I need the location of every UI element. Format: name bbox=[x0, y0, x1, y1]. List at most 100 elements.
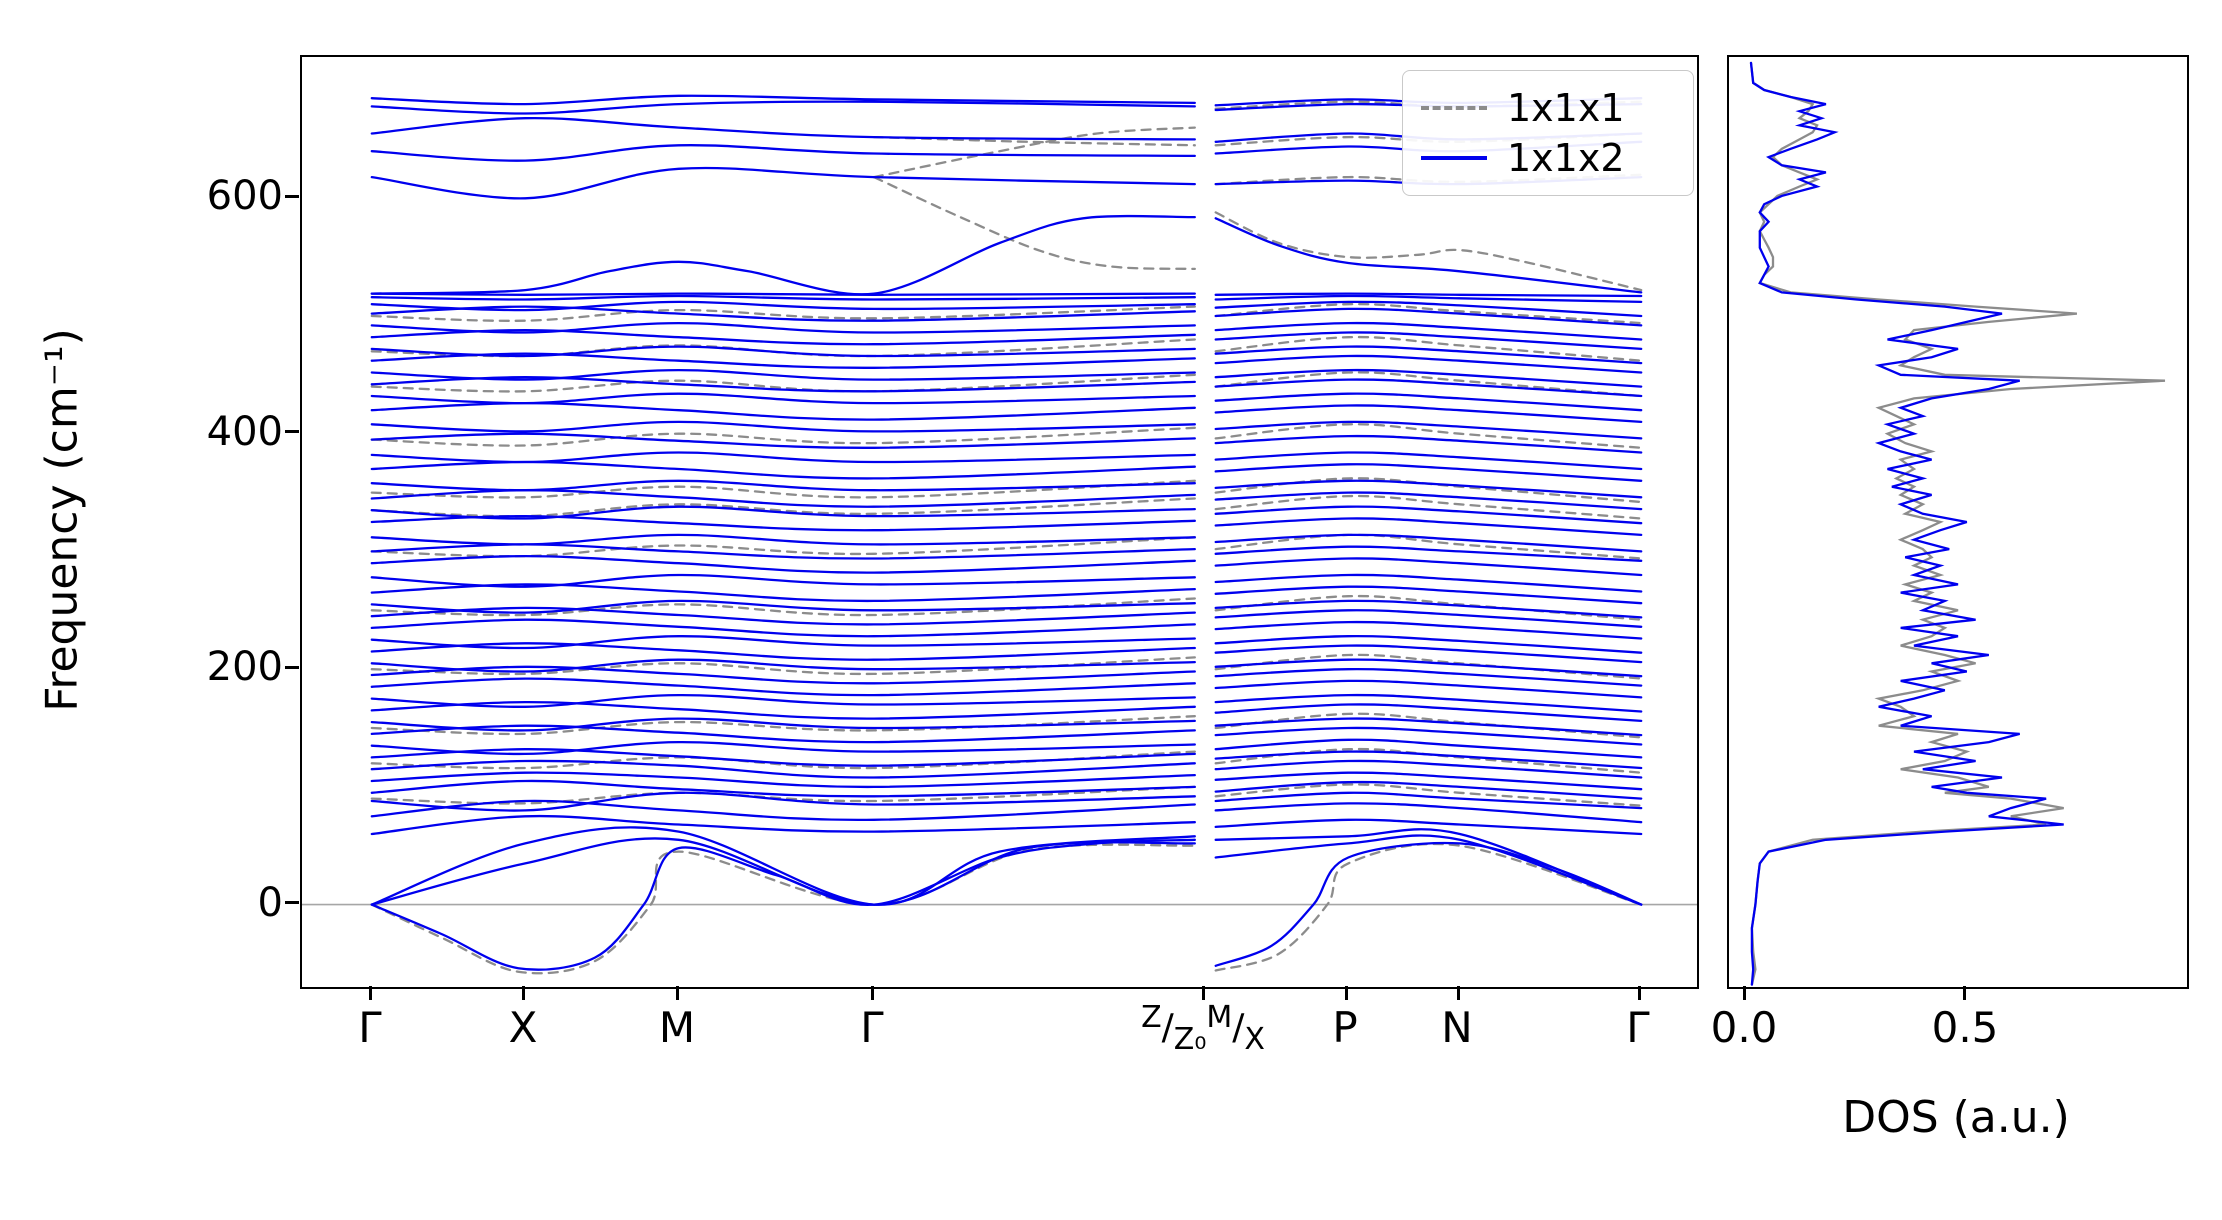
solid-line-sample bbox=[1421, 156, 1487, 160]
legend: 1x1x1 1x1x2 bbox=[1402, 70, 1694, 196]
band-line-1x1x2 bbox=[1214, 217, 1643, 294]
k-break-sub-z0: Z₀ bbox=[1173, 1022, 1207, 1057]
y-tick-mark bbox=[285, 195, 299, 198]
band-line-1x1x2 bbox=[370, 759, 1196, 779]
band-line-1x1x2 bbox=[1214, 717, 1643, 737]
band-line-1x1x2 bbox=[1214, 679, 1643, 699]
band-line-1x1x2 bbox=[370, 837, 1196, 906]
band-line-1x1x2 bbox=[1214, 599, 1643, 619]
band-line-1x1x2 bbox=[1214, 585, 1643, 605]
band-line-1x1x2 bbox=[1214, 573, 1643, 593]
band-line-1x1x2 bbox=[370, 665, 1196, 685]
band-line-1x1x2 bbox=[370, 814, 1196, 836]
band-line-1x1x2 bbox=[370, 479, 1196, 492]
band-line-1x1x1 bbox=[370, 843, 1196, 975]
band-line-1x1x2 bbox=[370, 838, 1196, 971]
band-line-1x1x2 bbox=[1214, 658, 1643, 678]
k-tick-label-m: M bbox=[658, 1003, 696, 1052]
band-line-1x1x2 bbox=[370, 740, 1196, 756]
y-tick-mark bbox=[285, 901, 299, 904]
band-line-1x1x2 bbox=[370, 693, 1196, 708]
band-line-1x1x2 bbox=[370, 799, 1196, 822]
dos-tick-mark bbox=[1963, 986, 1966, 1000]
band-line-1x1x1 bbox=[1214, 783, 1643, 807]
legend-label: 1x1x1 bbox=[1507, 86, 1625, 130]
legend-label: 1x1x2 bbox=[1507, 136, 1625, 180]
k-tick-mark bbox=[1457, 986, 1460, 1000]
band-line-1x1x2 bbox=[370, 779, 1196, 798]
band-line-1x1x2 bbox=[370, 717, 1196, 732]
band-line-1x1x1 bbox=[1214, 423, 1643, 449]
band-line-1x1x2 bbox=[370, 658, 1196, 673]
band-line-1x1x1 bbox=[370, 373, 1196, 393]
band-line-1x1x2 bbox=[370, 392, 1196, 405]
dashed-line-sample bbox=[1421, 106, 1487, 110]
k-tick-label-p: P bbox=[1332, 1003, 1358, 1052]
band-line-1x1x2 bbox=[1214, 750, 1643, 770]
y-tick-label-600: 600 bbox=[206, 173, 283, 219]
dos-tick-mark bbox=[1743, 986, 1746, 1000]
band-line-1x1x2 bbox=[1214, 780, 1643, 800]
band-line-1x1x2 bbox=[370, 432, 1196, 449]
band-line-1x1x2 bbox=[370, 420, 1196, 433]
band-line-1x1x2 bbox=[1214, 392, 1643, 412]
band-line-1x1x2 bbox=[370, 321, 1196, 334]
band-line-1x1x2 bbox=[370, 401, 1196, 421]
band-line-1x1x2 bbox=[370, 294, 1196, 301]
band-line-1x1x2 bbox=[1214, 791, 1643, 810]
k-break-slash: / bbox=[1232, 1007, 1245, 1048]
band-line-1x1x2 bbox=[370, 724, 1196, 744]
band-line-1x1x2 bbox=[370, 606, 1196, 626]
k-break-sup-z: Z bbox=[1141, 1000, 1162, 1035]
legend-item-1x1x1: 1x1x1 bbox=[1421, 83, 1675, 133]
band-structure-panel bbox=[300, 55, 1699, 989]
k-break-sup-m: M bbox=[1206, 1000, 1233, 1035]
band-line-1x1x2 bbox=[370, 543, 1196, 560]
band-line-1x1x2 bbox=[370, 505, 1196, 520]
band-line-1x1x2 bbox=[1214, 517, 1643, 537]
band-line-1x1x2 bbox=[1214, 802, 1643, 824]
y-tick-label-0: 0 bbox=[257, 880, 283, 926]
k-tick-label-x: X bbox=[508, 1003, 538, 1052]
band-line-1x1x2 bbox=[1214, 434, 1643, 454]
band-line-1x1x2 bbox=[1214, 818, 1643, 836]
band-line-1x1x1 bbox=[370, 597, 1196, 617]
band-line-1x1x2 bbox=[370, 94, 1196, 106]
band-line-1x1x2 bbox=[1214, 404, 1643, 424]
band-line-1x1x2 bbox=[370, 368, 1196, 381]
band-line-1x1x1 bbox=[1214, 477, 1643, 504]
band-line-1x1x1 bbox=[1214, 335, 1643, 362]
band-line-1x1x2 bbox=[370, 826, 1196, 906]
band-line-1x1x2 bbox=[1214, 545, 1643, 562]
band-line-1x1x2 bbox=[370, 618, 1196, 638]
band-line-1x1x2 bbox=[1214, 294, 1643, 304]
k-tick-label-zone-boundary: Z/Z₀M/X bbox=[1118, 1000, 1288, 1057]
band-line-1x1x2 bbox=[370, 116, 1196, 141]
band-line-1x1x1 bbox=[370, 426, 1196, 447]
dos-tick-label-0: 0.0 bbox=[1710, 1003, 1778, 1052]
band-line-1x1x2 bbox=[1214, 479, 1643, 499]
band-line-1x1x2 bbox=[370, 214, 1196, 296]
band-line-1x1x1 bbox=[370, 715, 1196, 736]
band-line-1x1x2 bbox=[1214, 557, 1643, 577]
band-line-1x1x2 bbox=[1214, 668, 1643, 687]
band-line-1x1x1 bbox=[1214, 371, 1643, 398]
band-line-1x1x2 bbox=[1214, 828, 1643, 906]
band-line-1x1x2 bbox=[370, 305, 1196, 322]
band-line-1x1x2 bbox=[370, 533, 1196, 546]
band-line-1x1x2 bbox=[1214, 331, 1643, 351]
band-line-1x1x2 bbox=[370, 642, 1196, 661]
dos-tick-label-05: 0.5 bbox=[1931, 1003, 1999, 1052]
band-line-1x1x2 bbox=[370, 300, 1196, 312]
band-line-1x1x1 bbox=[872, 175, 1196, 271]
band-line-1x1x2 bbox=[370, 345, 1196, 358]
y-tick-mark bbox=[285, 430, 299, 433]
y-tick-label-200: 200 bbox=[206, 644, 283, 690]
band-line-1x1x2 bbox=[1214, 620, 1643, 640]
k-tick-label-gamma-1: Γ bbox=[358, 1003, 382, 1052]
dos-line-1x1x2 bbox=[1749, 61, 2064, 986]
band-line-1x1x2 bbox=[1214, 300, 1643, 318]
band-line-1x1x2 bbox=[1214, 345, 1643, 365]
band-line-1x1x2 bbox=[370, 791, 1196, 812]
k-tick-mark bbox=[871, 986, 874, 1000]
